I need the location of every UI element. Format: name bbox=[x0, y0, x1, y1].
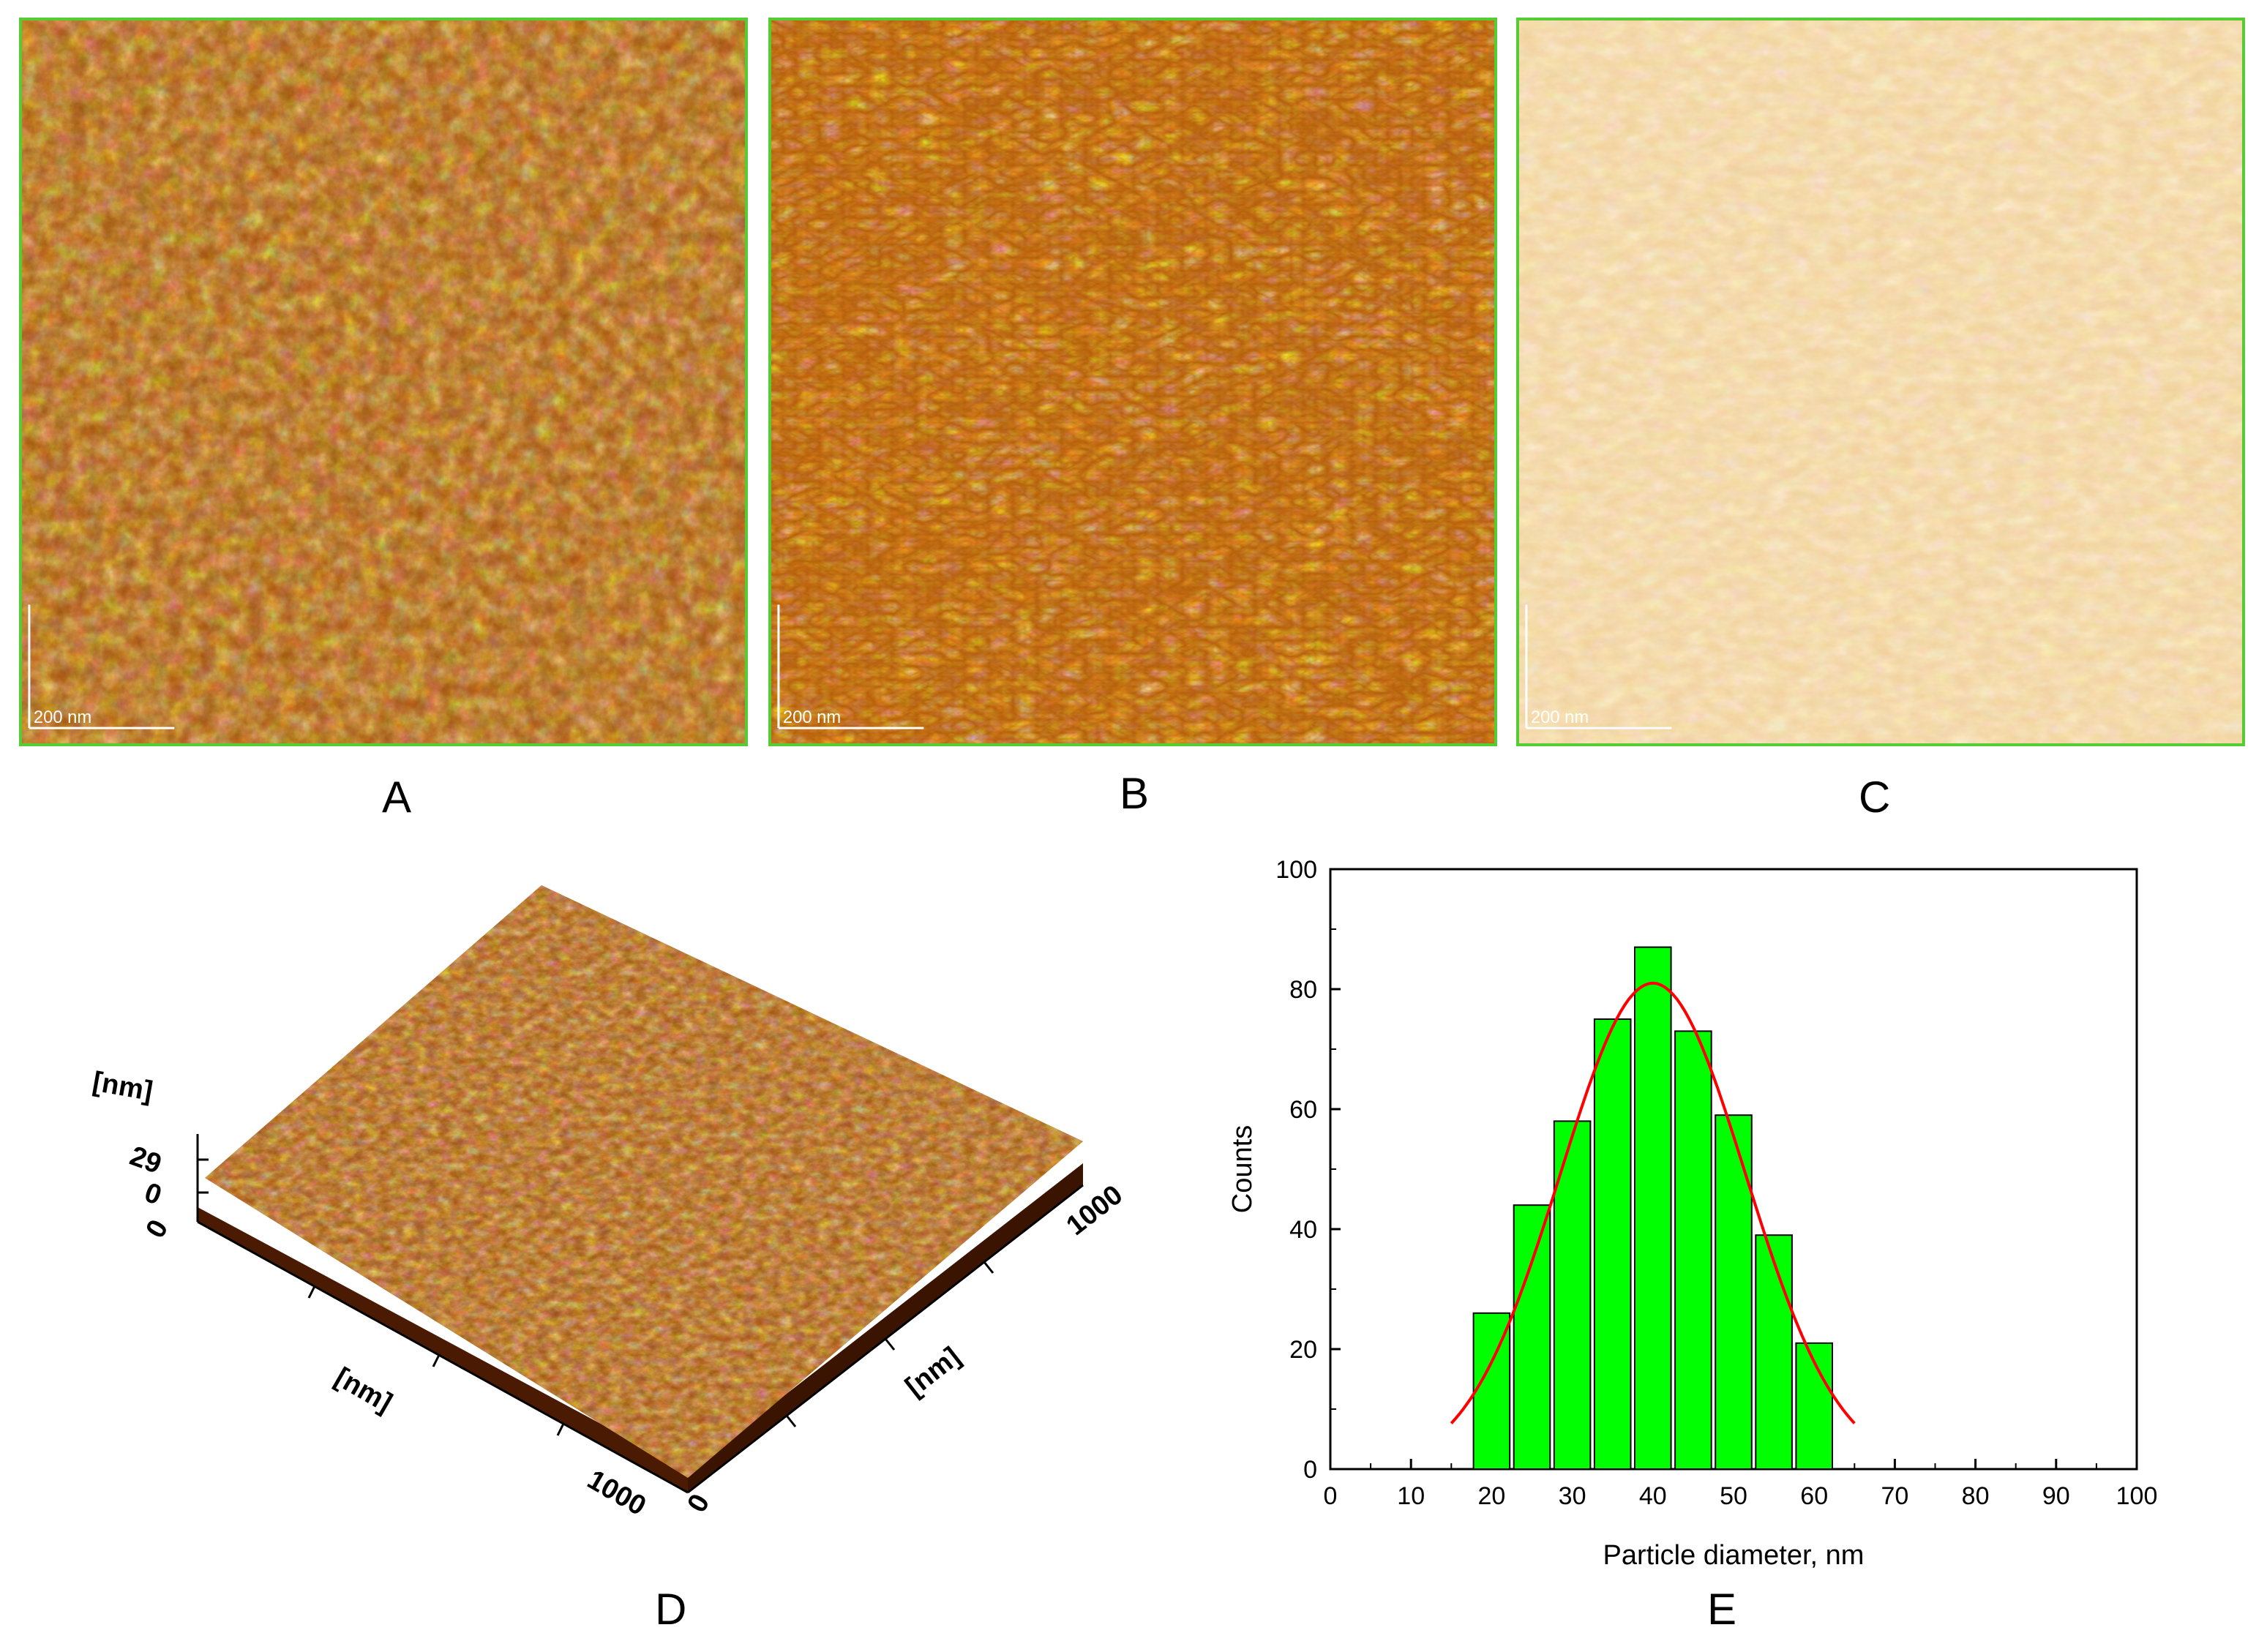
x-tick bbox=[558, 1424, 563, 1435]
y-axis-unit: [nm] bbox=[900, 1341, 967, 1403]
x-tick-label: 90 bbox=[2042, 1482, 2070, 1510]
afm-panel-c: 200 nm bbox=[1516, 18, 2245, 746]
histogram-bar bbox=[1715, 1115, 1752, 1469]
scale-bar-label: 200 nm bbox=[1531, 707, 1589, 727]
scale-bar-label: 200 nm bbox=[783, 707, 841, 727]
y-origin-label: 0 bbox=[681, 1489, 716, 1517]
x-tick-label: 10 bbox=[1397, 1482, 1425, 1510]
x-tick-label: 20 bbox=[1477, 1482, 1505, 1510]
y-tick-label: 60 bbox=[1289, 1096, 1317, 1124]
x-tick-label: 100 bbox=[2116, 1482, 2158, 1510]
z-max-label: 29 bbox=[126, 1141, 165, 1180]
histogram-bar bbox=[1755, 1235, 1792, 1469]
afm-panel-a: 200 nm bbox=[19, 18, 748, 746]
x-tick-label: 60 bbox=[1800, 1482, 1828, 1510]
y-tick-label: 40 bbox=[1289, 1216, 1317, 1244]
afm-3d-panel: [nm] 29 0 0 [nm] 1000 0 [nm] 1000 bbox=[73, 871, 1185, 1544]
x-tick-label: 70 bbox=[1881, 1482, 1908, 1510]
x-origin-label: 0 bbox=[140, 1214, 174, 1243]
afm-amplitude-image: 200 nm bbox=[1519, 20, 2242, 743]
x-tick-label: 0 bbox=[1324, 1482, 1338, 1510]
scale-bar-label: 200 nm bbox=[34, 707, 91, 727]
panel-label-b: B bbox=[1120, 768, 1149, 819]
y-tick-label: 100 bbox=[1275, 856, 1317, 884]
histogram-bar bbox=[1675, 1031, 1712, 1469]
afm-phase-image: 200 nm bbox=[771, 20, 1494, 743]
afm-height-image: 200 nm bbox=[22, 20, 745, 743]
x-tick-label: 30 bbox=[1559, 1482, 1586, 1510]
x-axis-unit: [nm] bbox=[330, 1362, 397, 1419]
panel-label-c: C bbox=[1859, 772, 1890, 822]
histogram-bars bbox=[1474, 947, 1832, 1469]
y-tick-label: 20 bbox=[1289, 1336, 1317, 1364]
z-min-label: 0 bbox=[140, 1177, 165, 1212]
panel-label-d: D bbox=[655, 1584, 686, 1634]
y-tick-label: 80 bbox=[1289, 976, 1317, 1004]
histogram-bar bbox=[1595, 1019, 1631, 1469]
y-tick bbox=[787, 1416, 795, 1427]
histogram-bar bbox=[1635, 947, 1671, 1469]
y-axis-title: Counts bbox=[1227, 1125, 1258, 1213]
x-axis-title: Particle diameter, nm bbox=[1603, 1540, 1865, 1571]
y-tick bbox=[984, 1262, 993, 1273]
x-tick-label: 50 bbox=[1720, 1482, 1747, 1510]
y-tick bbox=[885, 1339, 894, 1350]
y-tick-label: 0 bbox=[1303, 1456, 1317, 1484]
histogram-chart: 0 20 40 60 80 100 0 10 20 30 40 50 60 70 80 90 100 Part… bbox=[1185, 841, 2267, 1610]
x-tick-label: 40 bbox=[1639, 1482, 1667, 1510]
x-tick bbox=[309, 1286, 315, 1298]
x-tick bbox=[433, 1355, 439, 1367]
panel-label-e: E bbox=[1707, 1584, 1736, 1634]
x-end-label: 1000 bbox=[582, 1464, 651, 1522]
panel-label-a: A bbox=[382, 772, 411, 822]
afm-panel-b: 200 nm bbox=[768, 18, 1497, 746]
x-tick-label: 80 bbox=[1962, 1482, 1990, 1510]
histogram-bar bbox=[1514, 1205, 1551, 1469]
z-axis-unit: [nm] bbox=[90, 1067, 154, 1108]
